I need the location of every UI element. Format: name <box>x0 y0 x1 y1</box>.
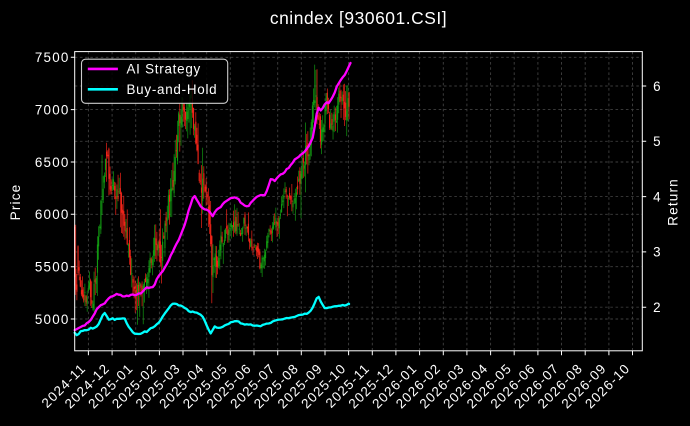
svg-text:5: 5 <box>653 134 660 149</box>
svg-text:7000: 7000 <box>35 102 70 117</box>
svg-text:6: 6 <box>653 79 660 94</box>
svg-text:5500: 5500 <box>35 260 70 275</box>
svg-text:3: 3 <box>653 245 660 260</box>
svg-text:4: 4 <box>653 189 661 204</box>
svg-text:cnindex [930601.CSI]: cnindex [930601.CSI] <box>270 8 447 28</box>
svg-text:6500: 6500 <box>35 155 70 170</box>
svg-text:Buy-and-Hold: Buy-and-Hold <box>127 82 218 97</box>
svg-text:2: 2 <box>653 300 660 315</box>
svg-text:AI Strategy: AI Strategy <box>127 62 202 77</box>
svg-text:Price: Price <box>8 184 23 221</box>
svg-text:Return: Return <box>666 178 681 226</box>
svg-text:7500: 7500 <box>35 50 70 65</box>
svg-text:5000: 5000 <box>35 312 70 327</box>
svg-text:6000: 6000 <box>35 207 70 222</box>
